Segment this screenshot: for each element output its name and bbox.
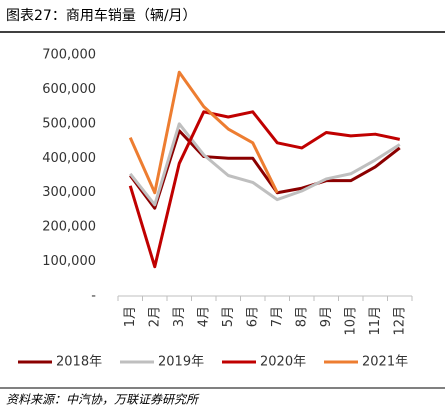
series-line [128,70,279,195]
x-tick-label: 8月 [294,306,309,327]
x-tick-label: 9月 [319,306,334,327]
legend-label: 2019年 [158,355,204,370]
chart-title: 图表27：商用车销量（辆/月） [6,7,197,24]
y-tick-label: 300,000 [42,185,96,200]
x-tick-label: 5月 [221,306,236,327]
legend-label: 2021年 [362,355,408,370]
x-tick-label: 12月 [392,306,407,336]
x-tick-label: 11月 [368,306,383,336]
legend-label: 2018年 [56,355,102,370]
series-line [128,110,401,269]
x-tick-label: 2月 [147,306,162,327]
y-tick-label: 600,000 [42,82,96,97]
x-tick-label: 4月 [196,306,211,327]
x-tick-label: 1月 [123,306,138,327]
y-tick-label: 400,000 [42,151,96,166]
legend-label: 2020年 [260,355,306,370]
x-tick-label: 6月 [245,306,260,327]
y-tick-label: 200,000 [42,220,96,235]
y-tick-label: 100,000 [42,254,96,269]
y-tick-label: 500,000 [42,116,96,131]
x-tick-label: 10月 [343,306,358,336]
series-line [129,122,401,207]
x-tick-label: 7月 [270,306,285,327]
y-tick-label: 700,000 [42,48,96,63]
source: 资料来源：中汽协，万联证券研究所 [6,393,200,405]
series-line [129,129,401,210]
x-tick-label: 3月 [172,306,187,327]
y-tick-label: - [91,289,96,304]
